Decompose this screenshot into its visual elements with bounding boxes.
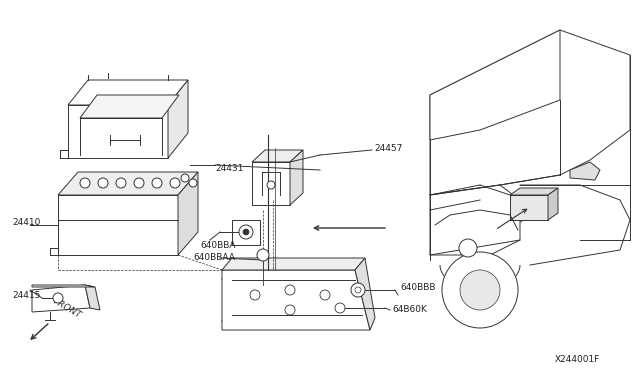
Polygon shape	[548, 188, 558, 220]
Circle shape	[250, 290, 260, 300]
Text: 64B60K: 64B60K	[392, 305, 427, 314]
Circle shape	[355, 287, 361, 293]
Circle shape	[53, 293, 63, 303]
Circle shape	[98, 178, 108, 188]
Circle shape	[80, 178, 90, 188]
Text: 640BBA: 640BBA	[200, 241, 236, 250]
Polygon shape	[430, 185, 520, 255]
Polygon shape	[32, 285, 90, 312]
Polygon shape	[570, 162, 600, 180]
Polygon shape	[58, 172, 198, 195]
Circle shape	[181, 174, 189, 182]
Text: 24415: 24415	[12, 291, 40, 299]
Circle shape	[285, 285, 295, 295]
Circle shape	[459, 239, 477, 257]
Polygon shape	[430, 30, 630, 195]
Polygon shape	[510, 188, 558, 195]
Polygon shape	[58, 195, 178, 255]
Circle shape	[257, 249, 269, 261]
Polygon shape	[252, 162, 290, 205]
Polygon shape	[355, 258, 375, 330]
Circle shape	[460, 270, 500, 310]
Circle shape	[116, 178, 126, 188]
Text: 24410: 24410	[12, 218, 40, 227]
Circle shape	[239, 225, 253, 239]
Polygon shape	[222, 270, 370, 330]
Polygon shape	[430, 30, 560, 140]
Polygon shape	[252, 150, 303, 162]
Circle shape	[243, 229, 249, 235]
Text: 640BBB: 640BBB	[400, 283, 435, 292]
Circle shape	[285, 305, 295, 315]
Polygon shape	[80, 95, 179, 118]
Polygon shape	[178, 172, 198, 255]
Polygon shape	[68, 80, 188, 105]
Circle shape	[442, 252, 518, 328]
Circle shape	[335, 303, 345, 313]
Text: 24431: 24431	[215, 164, 243, 173]
Polygon shape	[68, 105, 168, 158]
Polygon shape	[168, 80, 188, 158]
Polygon shape	[85, 285, 100, 310]
Polygon shape	[222, 258, 365, 270]
Circle shape	[320, 290, 330, 300]
Text: X244001F: X244001F	[555, 356, 600, 365]
Circle shape	[134, 178, 144, 188]
Text: FRONT: FRONT	[52, 297, 83, 320]
Circle shape	[152, 178, 162, 188]
Circle shape	[351, 283, 365, 297]
Text: 24457: 24457	[374, 144, 403, 153]
Circle shape	[170, 178, 180, 188]
Circle shape	[189, 179, 197, 187]
Polygon shape	[290, 150, 303, 205]
Polygon shape	[32, 285, 95, 287]
Polygon shape	[510, 195, 548, 220]
Text: 640BBAA: 640BBAA	[193, 253, 235, 263]
Polygon shape	[232, 220, 260, 245]
Circle shape	[267, 181, 275, 189]
